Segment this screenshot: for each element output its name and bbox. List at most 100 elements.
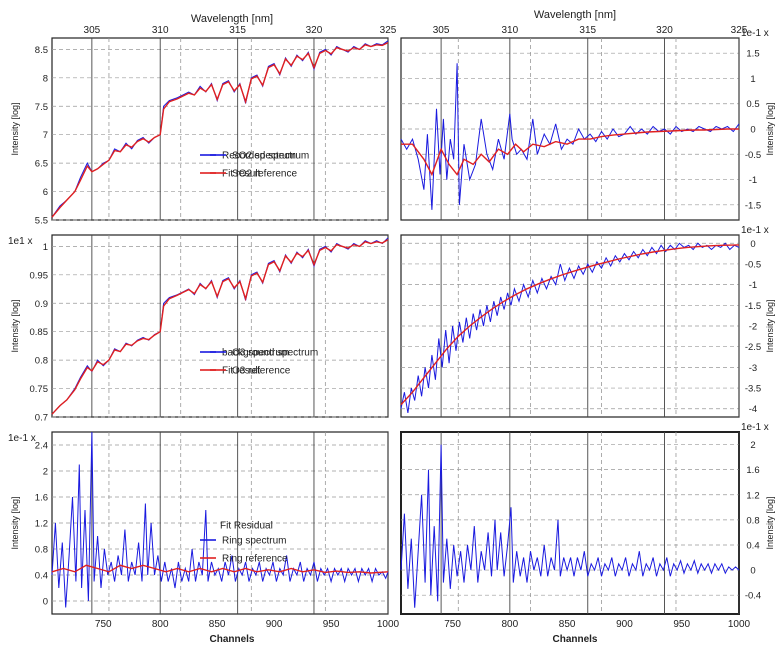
top-tick-label: 320 bbox=[306, 25, 323, 36]
legend-label: Fit result bbox=[222, 366, 261, 377]
y-tick-label: 1.6 bbox=[746, 465, 759, 476]
series-line-measured bbox=[400, 444, 740, 608]
scale-multiplier: 1e-1 x bbox=[8, 433, 36, 444]
y-tick-label: -2.5 bbox=[745, 342, 761, 353]
y-tick-label: -0.5 bbox=[745, 259, 761, 270]
y-tick-label: -3 bbox=[749, 363, 757, 374]
y-tick-label: -1.5 bbox=[745, 200, 761, 211]
y-tick-label: -3.5 bbox=[745, 384, 761, 395]
scale-multiplier: 1e1 x bbox=[8, 236, 32, 247]
series-line-measured bbox=[400, 242, 740, 413]
legend-label: Fit result bbox=[222, 169, 261, 180]
plot-frame bbox=[51, 234, 389, 418]
y-axis-label: Intensity [log] bbox=[765, 102, 775, 155]
y-tick-label: -2 bbox=[749, 322, 757, 333]
x-tick-label: 850 bbox=[209, 619, 226, 630]
top-tick-label: 325 bbox=[380, 25, 397, 36]
series-line-measured bbox=[51, 431, 389, 608]
y-tick-label: -4 bbox=[749, 404, 757, 415]
plot-frame bbox=[400, 431, 740, 615]
panel-recorded: 5.5 6 6.5 7 7.5 8 8.5 305 310 315 320 325 Intensity … bbox=[10, 25, 397, 227]
y-tick-label: 0 bbox=[43, 597, 48, 608]
panel-so2: -1.5 -1 -0.5 0 0.5 1 1.5 305 310 315 320 325 Intensi… bbox=[210, 25, 775, 221]
series-line-fit bbox=[51, 238, 389, 415]
y-tick-label: 0.8 bbox=[35, 545, 48, 556]
y-tick-label: 0.85 bbox=[30, 327, 49, 338]
y-tick-label: 2.4 bbox=[35, 441, 48, 452]
top-tick-label: 315 bbox=[579, 25, 596, 36]
series-line-fit bbox=[400, 244, 740, 406]
x-tick-label: 800 bbox=[152, 619, 169, 630]
y-tick-label: 1.2 bbox=[746, 490, 759, 501]
series-line-fit bbox=[51, 41, 389, 218]
legend-label: Ring spectrum bbox=[222, 536, 286, 547]
y-tick-label: 5.5 bbox=[35, 216, 48, 227]
y-tick-label: 1.6 bbox=[35, 493, 48, 504]
y-tick-label: 1.2 bbox=[35, 519, 48, 530]
y-tick-label: 7.5 bbox=[35, 102, 48, 113]
x-tick-label: 950 bbox=[673, 619, 690, 630]
y-tick-label: 0.9 bbox=[35, 299, 48, 310]
x-tick-label: 800 bbox=[502, 619, 519, 630]
scale-multiplier: 1e-1 x bbox=[741, 422, 769, 433]
legend-label: Ring reference bbox=[222, 554, 288, 565]
series-line-fit bbox=[401, 128, 739, 177]
y-tick-label: 0 bbox=[750, 566, 755, 577]
top-tick-label: 325 bbox=[731, 25, 748, 36]
top-tick-label: 315 bbox=[229, 25, 246, 36]
x-tick-label: 850 bbox=[559, 619, 576, 630]
panel-background: 0.7 0.75 0.8 0.85 0.9 0.95 1 Intensity [log] 1e1… bbox=[8, 234, 389, 424]
y-tick-label: 0.4 bbox=[35, 571, 48, 582]
y-tick-label: 0.95 bbox=[30, 270, 49, 281]
bottom-axis-label-left: Channels bbox=[209, 634, 254, 645]
y-tick-label: 8.5 bbox=[35, 45, 48, 56]
y-axis-label: Intensity [log] bbox=[10, 496, 20, 549]
y-tick-label: -1 bbox=[749, 280, 757, 291]
top-axis-label-right: Wavelength [nm] bbox=[534, 9, 616, 21]
y-tick-label: -0.4 bbox=[745, 591, 761, 602]
y-tick-label: 0.5 bbox=[746, 99, 759, 110]
y-tick-label: -0.5 bbox=[745, 150, 761, 161]
y-tick-label: 1 bbox=[43, 242, 48, 253]
y-tick-label: -1 bbox=[749, 175, 757, 186]
legend-label: SO2 spectrum bbox=[232, 151, 296, 162]
legend-label: O3 spectrum bbox=[232, 348, 289, 359]
y-tick-label: 6 bbox=[43, 187, 48, 198]
y-tick-label: -1.5 bbox=[745, 301, 761, 312]
y-tick-label: 1 bbox=[750, 74, 755, 85]
y-tick-label: 0.75 bbox=[30, 384, 49, 395]
y-tick-label: 1.5 bbox=[746, 49, 759, 60]
y-tick-label: 0.7 bbox=[35, 413, 48, 424]
scale-multiplier: 1e-1 x bbox=[741, 225, 769, 236]
y-tick-label: 2 bbox=[750, 440, 755, 451]
y-tick-label: 0 bbox=[750, 239, 755, 250]
x-tick-label: 900 bbox=[266, 619, 283, 630]
y-axis-label: Intensity [log] bbox=[765, 299, 775, 352]
legend-label: SO2 reference bbox=[232, 169, 297, 180]
bottom-axis-label-right: Channels bbox=[552, 634, 597, 645]
y-axis-label: Intensity [log] bbox=[765, 496, 775, 549]
x-tick-label: 1000 bbox=[377, 619, 400, 630]
legend-label: Fit Residual bbox=[220, 521, 273, 532]
y-tick-label: 7 bbox=[43, 130, 48, 141]
top-tick-label: 305 bbox=[433, 25, 450, 36]
y-tick-label: 0 bbox=[750, 125, 755, 136]
top-tick-label: 305 bbox=[84, 25, 101, 36]
y-tick-label: 0.8 bbox=[35, 356, 48, 367]
top-axis-label-left: Wavelength [nm] bbox=[191, 13, 273, 25]
panel-o3: -4 -3.5 -3 -2.5 -2 -1.5 -1 -0.5 0 Intensity [log]… bbox=[210, 225, 775, 418]
panel-residual: -0.4 0 0.4 0.8 1.2 1.6 2 750 800 850 900 950 1000 Int… bbox=[220, 422, 775, 630]
top-tick-label: 310 bbox=[152, 25, 169, 36]
x-tick-label: 750 bbox=[95, 619, 112, 630]
y-tick-label: 0.4 bbox=[746, 540, 759, 551]
legend-label: O3 reference bbox=[232, 366, 291, 377]
x-tick-label: 950 bbox=[323, 619, 340, 630]
y-axis-label: Intensity [log] bbox=[10, 299, 20, 352]
top-tick-label: 310 bbox=[502, 25, 519, 36]
series-line-fit bbox=[51, 564, 389, 574]
y-tick-label: 0.8 bbox=[746, 515, 759, 526]
legend-label: background spectrum bbox=[222, 348, 318, 359]
y-tick-label: 2 bbox=[43, 467, 48, 478]
y-tick-label: 6.5 bbox=[35, 159, 48, 170]
